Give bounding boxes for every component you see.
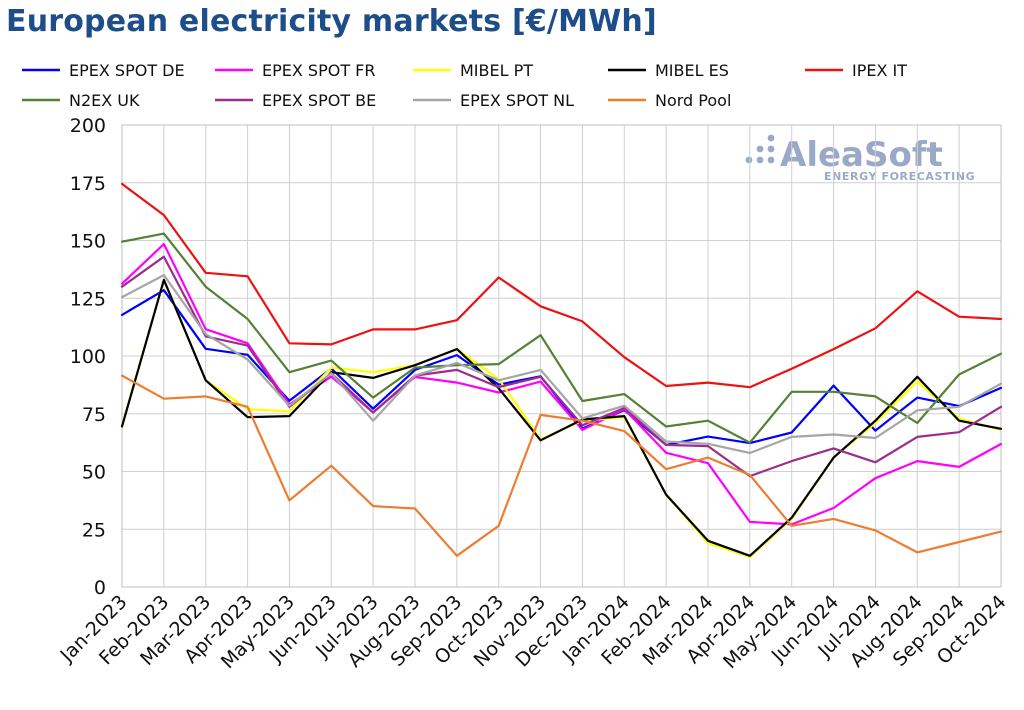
- logo-dots-icon: [745, 134, 775, 164]
- logo-name: AleaSoft: [780, 135, 943, 175]
- legend-label: EPEX SPOT DE: [69, 61, 185, 80]
- legend-label: EPEX SPOT NL: [460, 91, 574, 110]
- y-tick-label: 0: [94, 577, 106, 599]
- series-line-n2ex-uk: [120, 232, 1003, 444]
- legend-item-epex-spot-fr: EPEX SPOT FR: [215, 61, 376, 80]
- legend-item-epex-spot-de: EPEX SPOT DE: [22, 61, 185, 80]
- legend-item-n2ex-uk: N2EX UK: [22, 91, 140, 110]
- y-tick-label: 200: [70, 115, 106, 137]
- legend-label: N2EX UK: [69, 91, 140, 110]
- series-line-epex-spot-nl: [120, 274, 1003, 455]
- legend-item-mibel-es: MIBEL ES: [608, 61, 729, 80]
- x-axis: Jan-2023Feb-2023Mar-2023Apr-2023May-2023…: [56, 591, 1011, 673]
- logo-tagline: ENERGY FORECASTING: [824, 170, 975, 183]
- legend-item-epex-spot-nl: EPEX SPOT NL: [413, 91, 574, 110]
- legend-label: EPEX SPOT FR: [262, 61, 376, 80]
- legend-label: MIBEL PT: [460, 61, 533, 80]
- legend-label: EPEX SPOT BE: [262, 91, 376, 110]
- series-lines: [120, 182, 1003, 559]
- y-tick-label: 175: [70, 173, 106, 195]
- plot-area-border: [121, 124, 1002, 588]
- legend-item-nord-pool: Nord Pool: [608, 91, 731, 110]
- legend-item-ipex-it: IPEX IT: [805, 61, 907, 80]
- y-axis: 0 25 50 75 100 125 150 175 200: [70, 115, 106, 599]
- series-line-epex-spot-fr: [120, 242, 1003, 526]
- y-tick-label: 100: [70, 346, 106, 368]
- y-tick-label: 150: [70, 231, 106, 253]
- grid: [121, 124, 1002, 588]
- legend-item-mibel-pt: MIBEL PT: [413, 61, 533, 80]
- chart-title: European electricity markets [€/MWh]: [6, 4, 657, 39]
- legend-item-epex-spot-be: EPEX SPOT BE: [215, 91, 376, 110]
- y-tick-label: 125: [70, 288, 106, 310]
- series-line-ipex-it: [120, 182, 1003, 389]
- series-line-nord-pool: [120, 374, 1003, 557]
- legend-label: MIBEL ES: [655, 61, 729, 80]
- series-line-mibel-es: [120, 278, 1003, 557]
- legend-label: IPEX IT: [852, 61, 907, 80]
- y-tick-label: 50: [82, 462, 106, 484]
- legend: EPEX SPOT DE EPEX SPOT FR MIBEL PT MIBEL ES…: [22, 61, 907, 110]
- y-tick-label: 75: [82, 404, 106, 426]
- series-line-epex-spot-be: [120, 255, 1003, 478]
- legend-label: Nord Pool: [655, 91, 731, 110]
- y-tick-label: 25: [82, 519, 106, 541]
- aleasoft-logo: AleaSoft ENERGY FORECASTING: [745, 134, 975, 183]
